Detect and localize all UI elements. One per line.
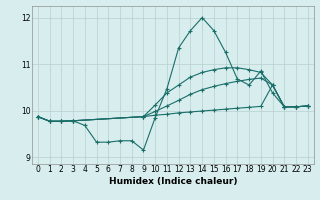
X-axis label: Humidex (Indice chaleur): Humidex (Indice chaleur) [108,177,237,186]
